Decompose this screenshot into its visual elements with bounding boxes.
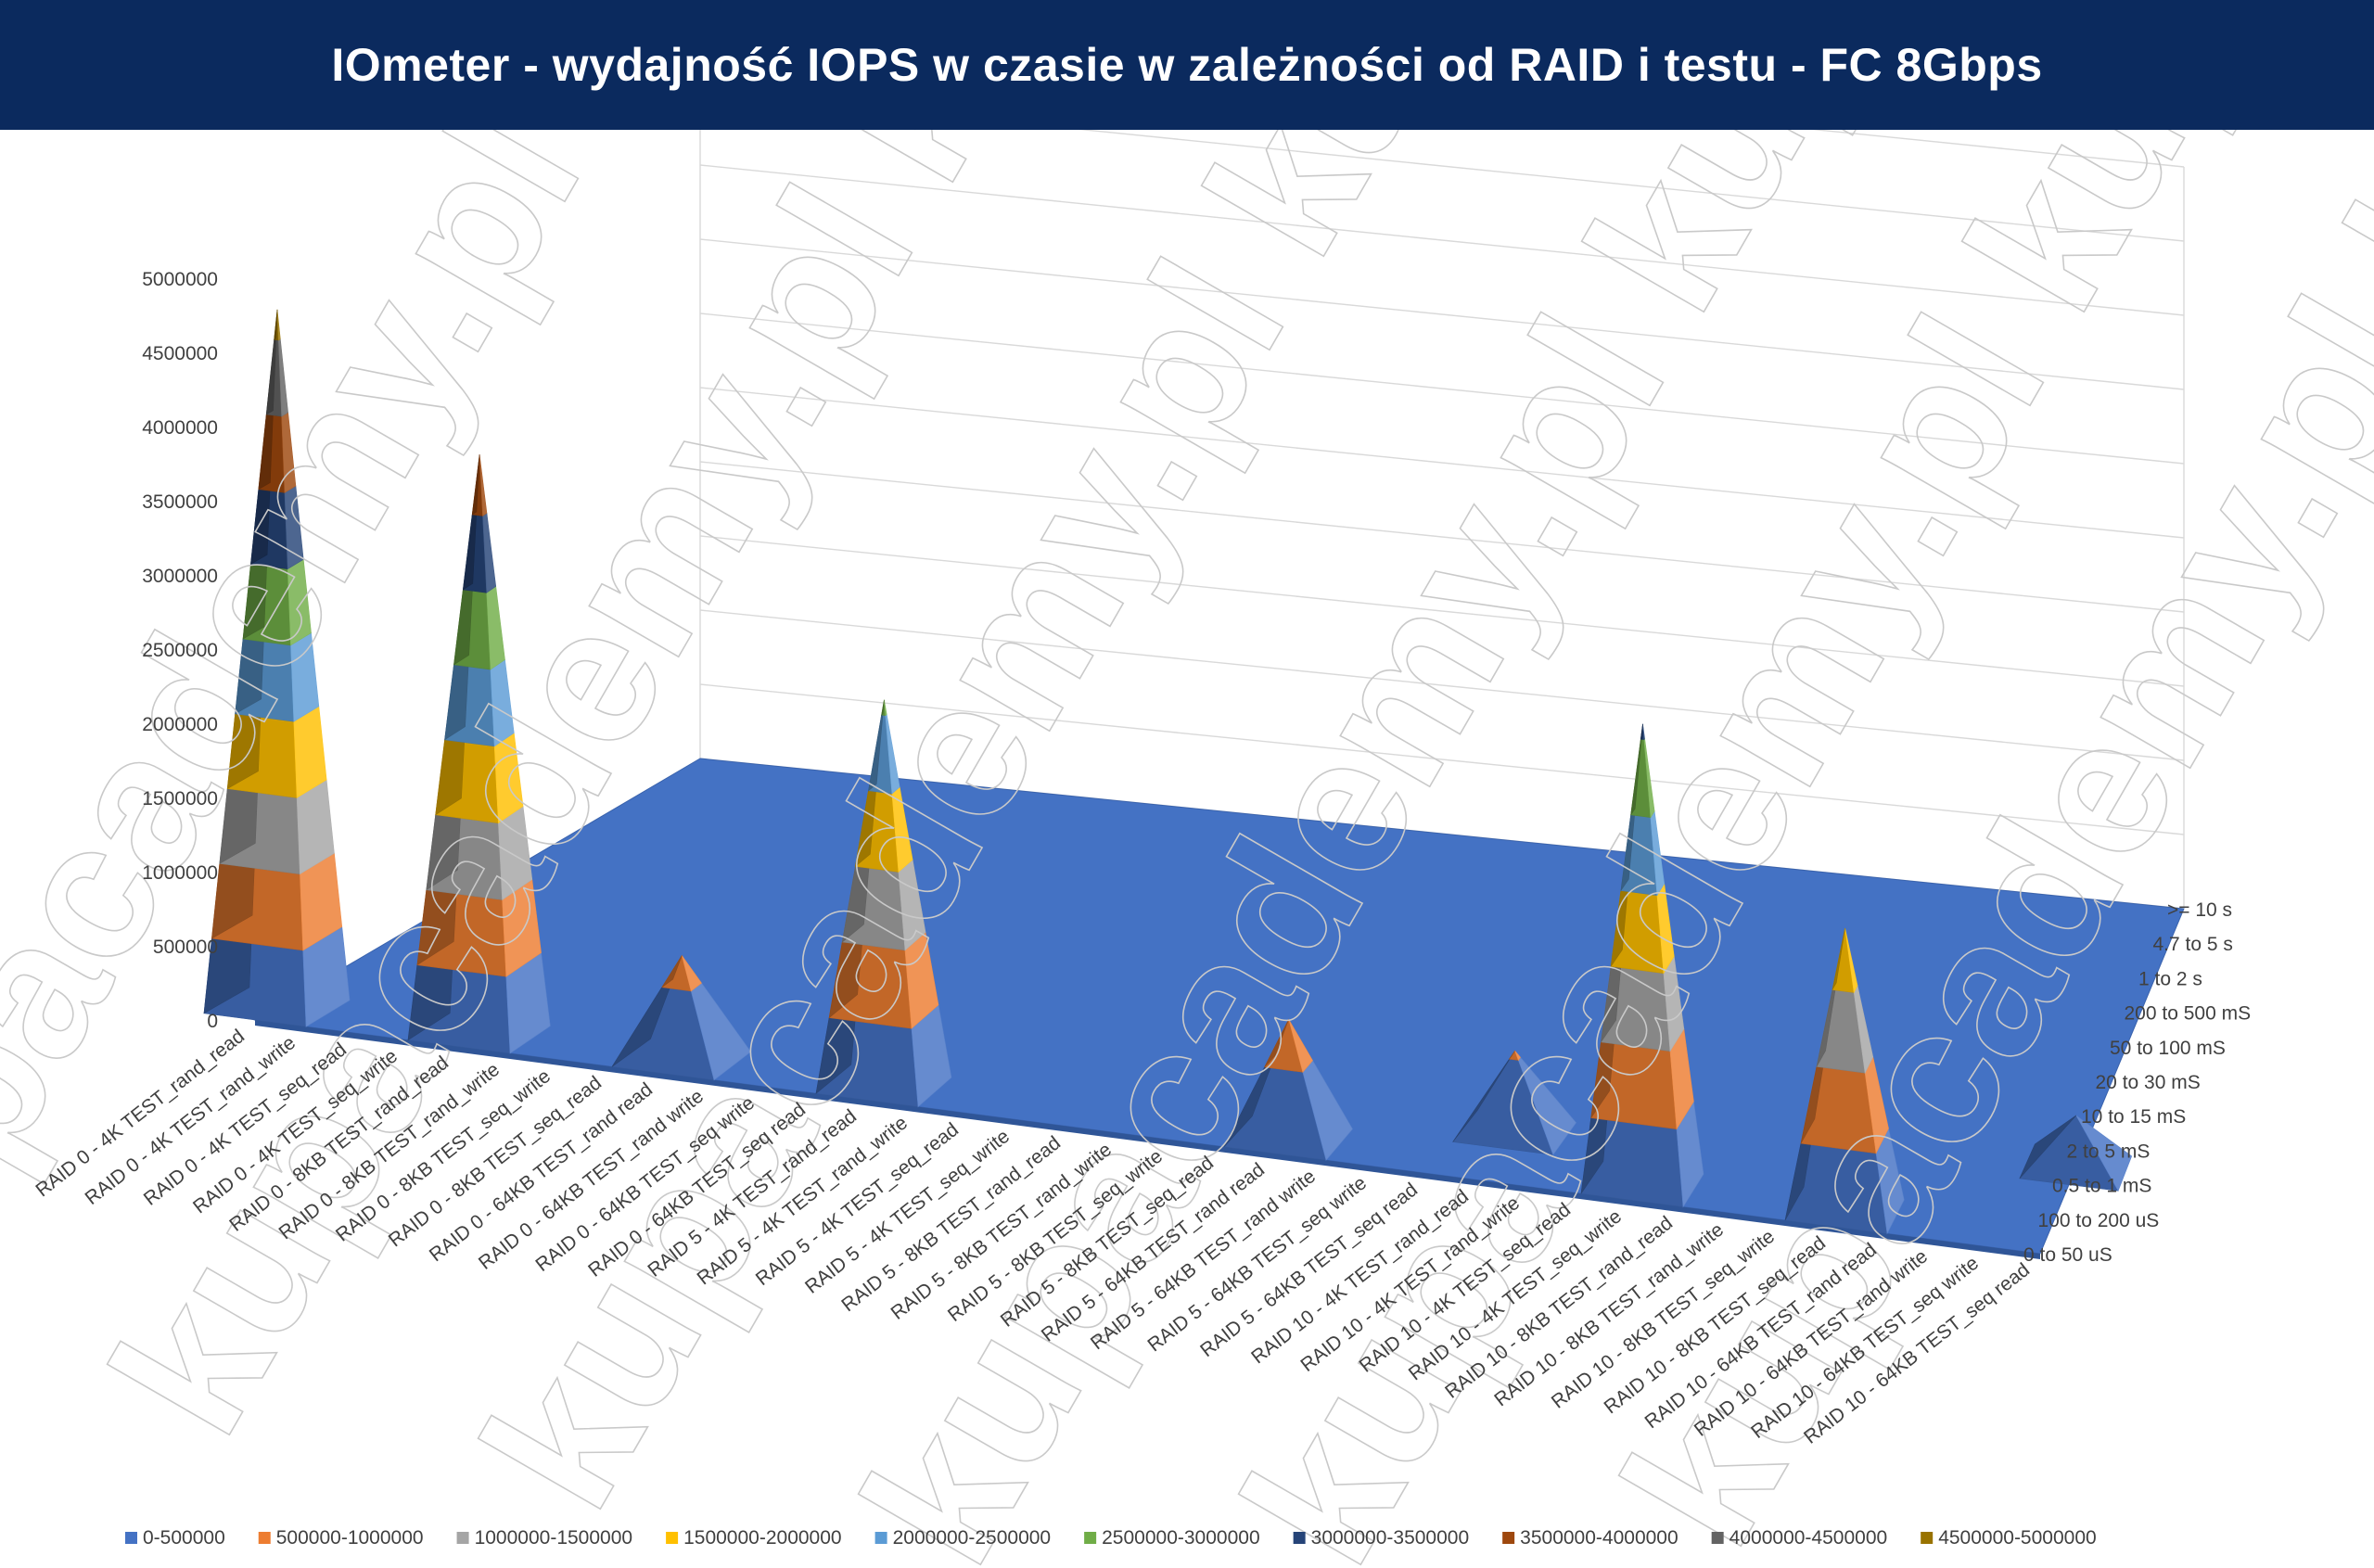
z-tick-label: 3500000: [142, 491, 218, 513]
peak-band: [1640, 723, 1643, 740]
gridline: [1078, 130, 2185, 242]
peak-band: [1509, 1051, 1515, 1060]
gridline: [699, 238, 2185, 390]
gridline: [699, 683, 2185, 835]
legend-label: 1000000-1500000: [475, 1527, 633, 1549]
peak: [1223, 1018, 1353, 1161]
legend-item: 2500000-3000000: [1084, 1527, 1260, 1549]
depth-tick-label: 0 to 50 uS: [2023, 1244, 2112, 1266]
legend-label: 2000000-2500000: [893, 1527, 1052, 1549]
peak-band: [1832, 928, 1845, 990]
peak: [815, 699, 952, 1108]
legend-label: 500000-1000000: [276, 1527, 424, 1549]
legend-swatch: [125, 1532, 137, 1544]
legend-item: 3500000-4000000: [1502, 1527, 1678, 1549]
gridlines: [699, 130, 2185, 910]
peak-band: [1514, 1051, 1521, 1062]
peak-band: [661, 955, 683, 988]
peak-band: [2019, 1115, 2076, 1179]
legend-label: 0-500000: [143, 1527, 225, 1549]
chart-header: IOmeter - wydajność IOPS w czasie w zale…: [0, 0, 2374, 130]
legend-label: 2500000-3000000: [1102, 1527, 1260, 1549]
peak-band: [1264, 1019, 1289, 1068]
legend-item: 1500000-2000000: [666, 1527, 842, 1549]
legend-item: 4000000-4500000: [1711, 1527, 1888, 1549]
legend-item: 2000000-2500000: [874, 1527, 1052, 1549]
z-tick-label: 500000: [153, 937, 218, 958]
legend-swatch: [666, 1532, 679, 1544]
peak-band: [1844, 928, 1858, 994]
peak: [611, 954, 752, 1081]
peak-band: [274, 309, 278, 340]
peak: [407, 454, 551, 1054]
gridline: [699, 312, 2185, 465]
depth-tick-label: 10 to 15 mS: [2081, 1106, 2186, 1128]
z-tick-label: 4500000: [142, 343, 218, 364]
legend-swatch: [1921, 1532, 1934, 1544]
chart-title: IOmeter - wydajność IOPS w czasie w zale…: [331, 39, 2043, 91]
z-tick-label: 0: [207, 1011, 218, 1032]
peak-band: [881, 699, 885, 716]
legend-swatch: [258, 1532, 271, 1544]
gridline: [699, 164, 2185, 316]
z-tick-label: 2500000: [142, 640, 218, 661]
peak-band: [884, 699, 887, 717]
peak-band: [1642, 723, 1645, 741]
legend-swatch: [1502, 1532, 1515, 1544]
legend-item: 3000000-3500000: [1293, 1527, 1470, 1549]
legend-label: 3500000-4000000: [1520, 1527, 1678, 1549]
legend-swatch: [1293, 1532, 1306, 1544]
z-axis: 0 500000 1000000 1500000 2000000 2500000 30000…: [142, 269, 218, 1032]
peak-band: [276, 309, 281, 341]
floor-edge: [255, 1020, 2040, 1259]
z-tick-label: 1500000: [142, 788, 218, 809]
legend-swatch: [874, 1532, 887, 1544]
depth-tick-label: 2 to 5 mS: [2067, 1141, 2151, 1162]
legend-item: 0-500000: [125, 1527, 225, 1549]
z-tick-label: 1000000: [142, 862, 218, 884]
peak: [1580, 723, 1704, 1208]
depth-tick-label: 50 to 100 mS: [2110, 1038, 2226, 1059]
z-tick-label: 4000000: [142, 417, 218, 439]
legend-label: 1500000-2000000: [683, 1527, 842, 1549]
legend-swatch: [1711, 1532, 1724, 1544]
peak: [203, 309, 351, 1027]
peak-band: [471, 454, 480, 516]
legend: 0-500000 500000-1000000 1000000-1500000 150…: [125, 1527, 2097, 1549]
peak-band: [1288, 1019, 1313, 1073]
legend-item: 4500000-5000000: [1921, 1527, 2097, 1549]
chart-plot: kupacademy.pl kupacademy.pl kupacademy.p…: [0, 130, 2374, 1568]
depth-tick-label: 20 to 30 mS: [2096, 1072, 2201, 1093]
z-tick-label: 5000000: [142, 269, 218, 290]
peak-band: [2075, 1115, 2133, 1192]
floor-surface: [253, 758, 2185, 1259]
depth-tick-label: 100 to 200 uS: [2038, 1210, 2160, 1231]
gridline: [699, 461, 2185, 613]
gridline: [699, 609, 2185, 761]
legend-swatch: [1084, 1532, 1097, 1544]
legend-label: 3000000-3500000: [1311, 1527, 1470, 1549]
gridline: [699, 535, 2185, 687]
legend-label: 4500000-5000000: [1938, 1527, 2097, 1549]
legend-swatch: [456, 1532, 469, 1544]
depth-tick-label: >= 10 s: [2167, 899, 2232, 921]
z-tick-label: 2000000: [142, 714, 218, 735]
legend-item: 1000000-1500000: [456, 1527, 633, 1549]
peaks: [203, 309, 2133, 1235]
peak: [1784, 928, 1905, 1235]
peak-band: [681, 955, 702, 992]
gridline: [1810, 130, 2185, 168]
depth-tick-label: 0.5 to 1 mS: [2052, 1176, 2151, 1197]
depth-tick-label: 1 to 2 s: [2138, 968, 2202, 989]
legend-item: 500000-1000000: [258, 1527, 424, 1549]
depth-axis: 0 to 50 uS 100 to 200 uS 0.5 to 1 mS 2 to 5…: [2023, 899, 2251, 1266]
peak: [2019, 1115, 2133, 1192]
depth-tick-label: 200 to 500 mS: [2125, 1003, 2252, 1025]
peak: [1452, 1050, 1576, 1156]
depth-tick-label: 4.7 to 5 s: [2153, 934, 2233, 955]
legend-label: 4000000-4500000: [1729, 1527, 1888, 1549]
gridline: [699, 387, 2185, 539]
z-tick-label: 3000000: [142, 566, 218, 587]
peak-band: [479, 454, 488, 516]
